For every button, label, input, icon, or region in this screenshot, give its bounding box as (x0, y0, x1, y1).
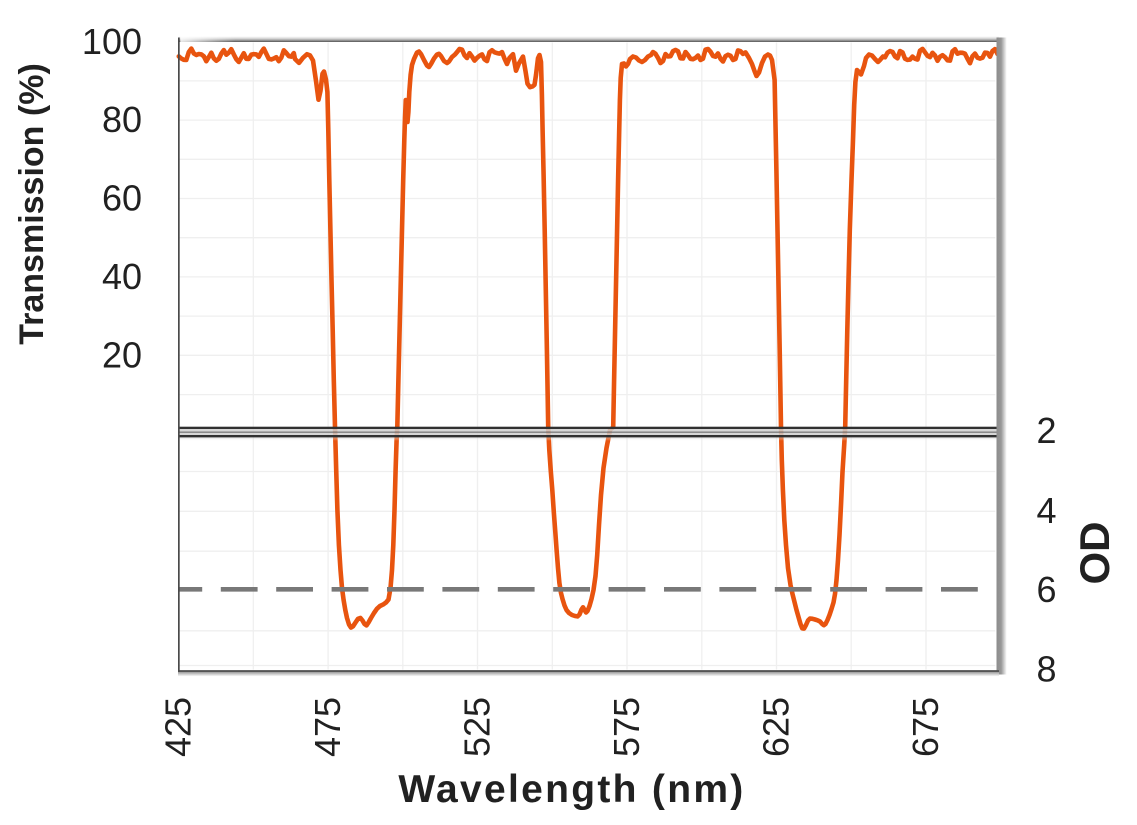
svg-text:525: 525 (457, 697, 498, 757)
svg-text:80: 80 (102, 99, 142, 140)
svg-text:Wavelength (nm): Wavelength (nm) (398, 768, 745, 811)
svg-text:625: 625 (756, 697, 797, 757)
svg-text:575: 575 (606, 697, 647, 757)
svg-text:6: 6 (1037, 569, 1057, 610)
svg-text:Transmission (%): Transmission (%) (13, 63, 51, 345)
svg-text:20: 20 (102, 334, 142, 375)
svg-text:8: 8 (1037, 649, 1057, 690)
svg-text:60: 60 (102, 178, 142, 219)
svg-text:OD: OD (1071, 522, 1118, 585)
svg-text:4: 4 (1037, 490, 1057, 531)
svg-text:100: 100 (82, 21, 142, 62)
svg-text:425: 425 (158, 697, 199, 757)
svg-text:675: 675 (905, 697, 946, 757)
svg-text:475: 475 (307, 697, 348, 757)
svg-text:40: 40 (102, 256, 142, 297)
svg-text:2: 2 (1037, 410, 1057, 451)
